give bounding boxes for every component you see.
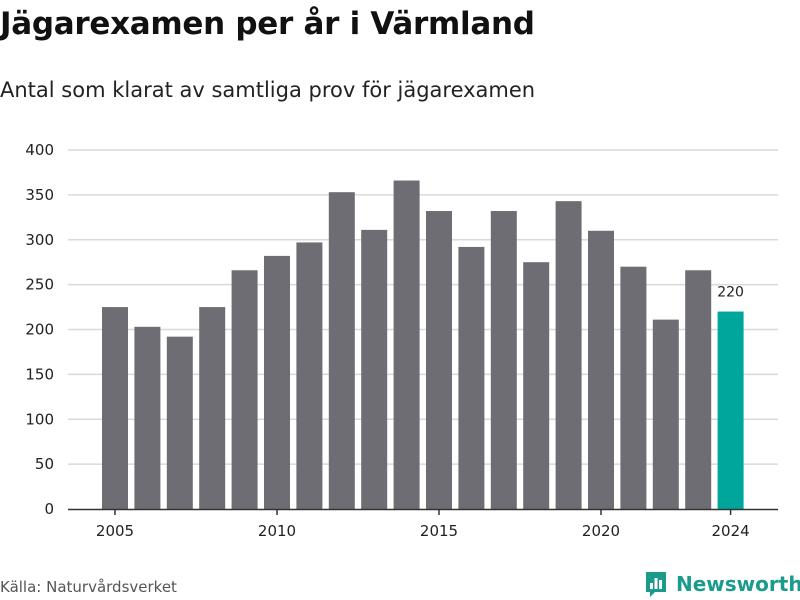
- data-label-2024: 220: [717, 285, 744, 301]
- bar-chart: 0 50 100 150 200 250 300 350 400 2005 2010 2015 2020…: [25, 141, 778, 540]
- bar-2011: [296, 242, 323, 509]
- x-tick-label-2024: 2024: [712, 522, 750, 540]
- y-tick-label-300: 300: [25, 231, 54, 249]
- y-tick-label-0: 0: [44, 500, 54, 518]
- bar-2016: [458, 246, 485, 509]
- source-note: Källa: Naturvårdsverket: [0, 578, 177, 596]
- bar-2020: [588, 230, 614, 509]
- y-tick-label-200: 200: [25, 321, 54, 339]
- bar-2010: [264, 255, 290, 509]
- bar-2023: [685, 270, 712, 509]
- chart-subtitle: Antal som klarat av samtliga prov för jä…: [0, 78, 536, 102]
- bar-2019: [555, 201, 582, 509]
- x-tick-label-2005: 2005: [96, 522, 134, 540]
- x-tick-label-2010: 2010: [258, 522, 296, 540]
- y-tick-label-400: 400: [25, 141, 54, 159]
- bar-2012: [328, 192, 355, 509]
- bar-2015: [426, 211, 452, 509]
- bar-2017: [490, 211, 517, 509]
- newsworthy-logo-icon: [646, 572, 666, 597]
- bar-2008: [199, 307, 226, 509]
- bar-2013: [361, 229, 388, 509]
- x-tick-label-2020: 2020: [582, 522, 620, 540]
- bar-2021: [620, 266, 647, 509]
- y-tick-label-50: 50: [35, 455, 54, 473]
- bar-2005: [102, 307, 128, 509]
- bar-2006: [134, 326, 161, 509]
- chart-title: Jägarexamen per år i Värmland: [0, 6, 535, 42]
- bars: [102, 180, 744, 509]
- labels: 0 50 100 150 200 250 300 350 400 2005 2010 2015 2020…: [25, 141, 749, 540]
- x-tick-label-2015: 2015: [420, 522, 458, 540]
- y-tick-label-150: 150: [25, 365, 54, 383]
- brand-name: Newsworthy: [676, 572, 800, 596]
- bar-2014: [393, 180, 420, 509]
- bar-2018: [523, 262, 550, 509]
- bar-2024: [717, 311, 744, 509]
- bar-2022: [652, 319, 679, 509]
- y-tick-label-250: 250: [25, 276, 54, 294]
- y-tick-label-350: 350: [25, 186, 54, 204]
- bar-2009: [231, 270, 258, 509]
- bar-2007: [166, 336, 193, 509]
- axes: [68, 508, 778, 515]
- y-tick-label-100: 100: [25, 410, 54, 428]
- brand-logo: Newsworthy: [644, 570, 800, 598]
